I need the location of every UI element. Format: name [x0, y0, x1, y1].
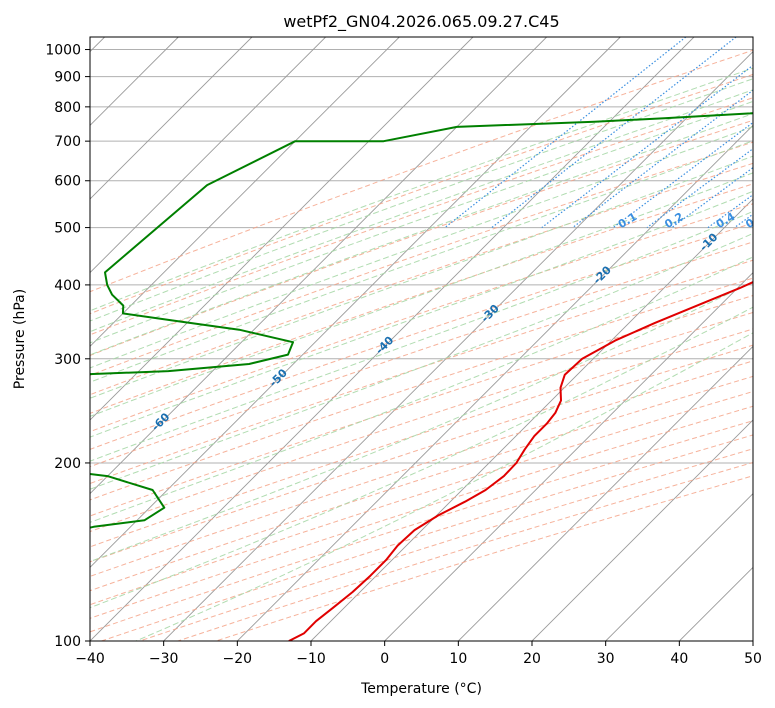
dewpoint-line	[90, 112, 753, 529]
moist-adiabat-line	[90, 67, 753, 312]
dry-adiabat-line	[90, 97, 753, 336]
mixing-ratio-line	[444, 37, 687, 229]
isotherm-line	[90, 37, 621, 568]
y-tick-label: 200	[54, 456, 81, 472]
x-tick-label: −20	[223, 651, 253, 667]
dry-adiabat-line	[90, 311, 753, 533]
dry-adiabat-line	[90, 162, 753, 396]
dry-adiabat-line	[90, 391, 753, 606]
x-tick-label: 50	[744, 651, 762, 667]
isotherm-label: -20	[591, 263, 614, 286]
moist-adiabat-line	[90, 155, 753, 399]
y-tick-label: 800	[54, 100, 81, 116]
isotherm-line	[90, 37, 400, 347]
isotherm-label: -50	[267, 366, 290, 389]
dry-adiabat-line	[90, 294, 753, 517]
dry-adiabat-line	[90, 141, 753, 376]
y-tick-label: 100	[54, 634, 81, 650]
isotherm-line	[458, 345, 753, 641]
x-axis: −40 −30 −20 −10 0 10 20 30 40 50	[75, 641, 762, 667]
dry-adiabat-line	[215, 475, 753, 641]
y-tick-label: 300	[54, 352, 81, 368]
x-tick-label: 0	[380, 651, 389, 667]
y-tick-label: 500	[54, 221, 81, 237]
mixing-ratio-line	[491, 37, 737, 229]
y-axis: 100 200 300 400 500 600 700 800 900 1000	[45, 43, 90, 650]
moist-adiabat-line	[90, 281, 753, 563]
isotherm-label: -40	[373, 333, 396, 356]
isotherm-label: -70	[26, 459, 49, 482]
temperature-line	[288, 281, 753, 641]
isotherm-line	[531, 419, 753, 641]
y-tick-label: 900	[54, 70, 81, 86]
mixing-ratio-line	[572, 89, 753, 229]
x-tick-label: −30	[149, 651, 179, 667]
moist-adiabat-line	[90, 89, 753, 333]
moist-adiabat-line	[90, 232, 753, 490]
moist-adiabat-line	[90, 140, 753, 383]
moist-adiabats	[90, 67, 753, 641]
mixing-ratio-line	[707, 193, 753, 229]
x-tick-label: −10	[296, 651, 326, 667]
y-tick-label: 1000	[45, 43, 81, 59]
mixing-ratio-label: 0.6	[743, 210, 767, 231]
isotherm-line	[605, 493, 753, 641]
sounding-series	[90, 112, 753, 641]
plot-frame	[89, 36, 754, 642]
mixing-ratio-line	[612, 121, 753, 229]
x-tick-label: 20	[523, 651, 541, 667]
isobar-grid	[90, 49, 753, 641]
x-tick-label: 30	[597, 651, 615, 667]
y-axis-label: Pressure (hPa)	[12, 289, 28, 389]
isotherm-line	[90, 37, 326, 274]
isotherm-line	[163, 51, 753, 641]
isotherm-label: -10	[697, 230, 720, 253]
dry-adiabat-line	[90, 277, 753, 501]
x-tick-label: 40	[670, 651, 688, 667]
dry-adiabat-line	[90, 375, 753, 592]
moist-adiabat-line	[90, 78, 753, 322]
isotherm-label: -60	[149, 410, 172, 433]
y-tick-label: 400	[54, 278, 81, 294]
isotherm-line	[90, 37, 474, 421]
x-axis-label: Temperature (°C)	[360, 681, 482, 697]
y-tick-label: 600	[54, 174, 81, 190]
moist-adiabat-line	[90, 256, 753, 523]
moist-adiabat-line	[90, 306, 753, 609]
y-tick-label: 700	[54, 134, 81, 150]
chart-title: wetPf2_GN04.2026.065.09.27.C45	[283, 12, 559, 32]
dry-adiabat-line	[90, 344, 753, 563]
isotherm-line	[310, 198, 753, 641]
moist-adiabat-line	[90, 126, 753, 369]
x-tick-label: 10	[449, 651, 467, 667]
moist-adiabat-line	[90, 172, 753, 417]
isotherm-grid	[90, 37, 753, 641]
dry-adiabat-line	[90, 328, 753, 548]
dry-adiabat-line	[90, 222, 753, 450]
dry-adiabat-line	[177, 461, 753, 641]
isotherm-line	[237, 124, 753, 641]
dry-adiabat-line	[101, 434, 753, 641]
x-tick-label: −40	[75, 651, 105, 667]
isotherm-line	[90, 37, 695, 641]
dry-adiabat-line	[90, 203, 753, 433]
isotherm-line	[679, 566, 753, 641]
mixing-ratio-lines	[444, 37, 753, 229]
isotherm-line	[384, 272, 753, 641]
mixing-ratio-line	[646, 147, 753, 229]
moist-adiabat-line	[90, 113, 753, 356]
moist-adiabat-line	[135, 332, 753, 641]
dry-adiabat-line	[90, 49, 753, 293]
mixing-ratio-line	[671, 166, 753, 229]
dry-adiabat-line	[90, 241, 753, 468]
isotherm-line	[90, 37, 547, 495]
isotherm-line	[752, 640, 753, 641]
isotherm-line	[90, 37, 253, 200]
dry-adiabat-line	[90, 259, 753, 485]
